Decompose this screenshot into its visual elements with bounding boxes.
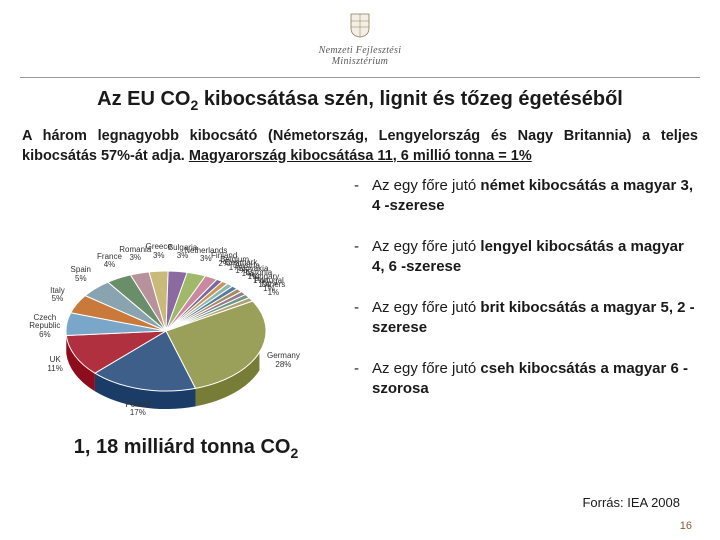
pie-label: Italy5% — [33, 287, 81, 304]
bullet-item: Az egy főre jutó német kibocsátás a magy… — [354, 176, 700, 215]
bullet-item: Az egy főre jutó brit kibocsátás a magya… — [354, 298, 700, 337]
pie-label: Others1% — [249, 281, 297, 298]
bullet-list: Az egy főre jutó német kibocsátás a magy… — [346, 176, 712, 461]
header: Nemzeti FejlesztésiMinisztérium — [0, 0, 720, 71]
ministry-name: Nemzeti FejlesztésiMinisztérium — [0, 45, 720, 67]
source-citation: Forrás: IEA 2008 — [582, 495, 680, 510]
pie-label: UK11% — [31, 356, 79, 373]
bullet-item: Az egy főre jutó lengyel kibocsátás a ma… — [354, 237, 700, 276]
chart-column: Germany28% Poland17% UK11% Czech Republic6%… — [6, 176, 346, 461]
intro-paragraph: A három legnagyobb kibocsátó (Németorszá… — [0, 121, 720, 176]
bullet-item: Az egy főre jutó cseh kibocsátás a magya… — [354, 359, 700, 398]
page-title: Az EU CO2 kibocsátása szén, lignit és tő… — [0, 78, 720, 121]
crest-icon — [349, 12, 371, 38]
pie-chart: Germany28% Poland17% UK11% Czech Republic6%… — [6, 176, 336, 446]
pie-label: Czech Republic6% — [21, 314, 69, 339]
pie-label: Poland17% — [114, 401, 162, 418]
page-number: 16 — [680, 520, 692, 532]
pie-label: Germany28% — [259, 352, 307, 369]
